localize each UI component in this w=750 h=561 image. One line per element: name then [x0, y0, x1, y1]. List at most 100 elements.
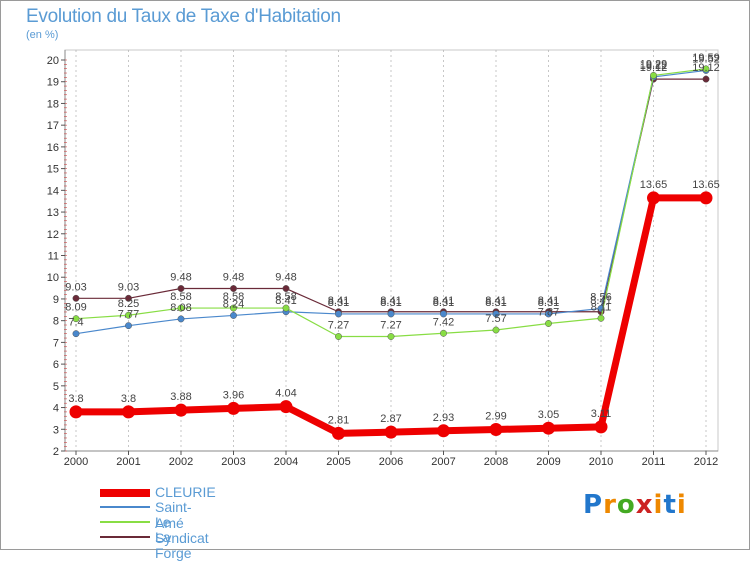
- data-point: [387, 310, 395, 318]
- data-point: [597, 314, 605, 322]
- logo-letter: r: [603, 490, 617, 520]
- y-tick-label: 16: [47, 142, 59, 154]
- y-tick-label: 5: [53, 381, 59, 393]
- legend-swatch: [100, 536, 150, 538]
- data-label: 13.65: [692, 179, 720, 191]
- data-label: 8.31: [433, 297, 454, 309]
- data-point: [177, 304, 185, 312]
- data-point: [440, 329, 447, 337]
- data-point: [282, 304, 290, 312]
- data-point: [702, 75, 710, 83]
- data-point: [387, 333, 395, 340]
- data-label: 2.93: [433, 412, 454, 424]
- data-point: [72, 294, 80, 302]
- x-tick-label: 2006: [379, 456, 403, 468]
- data-point: [492, 310, 500, 318]
- data-label: 8.11: [591, 301, 612, 313]
- data-label: 8.09: [65, 302, 86, 314]
- data-point: [699, 191, 713, 205]
- x-tick-label: 2010: [589, 456, 613, 468]
- y-tick-label: 20: [47, 55, 59, 67]
- data-label: 9.03: [65, 281, 86, 293]
- data-label: 8.31: [485, 297, 506, 309]
- x-tick-label: 2007: [431, 456, 455, 468]
- data-label: 8.56: [590, 292, 611, 304]
- legend-label: CLEURIE: [155, 484, 216, 500]
- x-tick-label: 2001: [116, 456, 140, 468]
- data-label: 4.04: [275, 388, 296, 400]
- x-tick-label: 2008: [484, 456, 508, 468]
- data-label: 8.31: [538, 297, 559, 309]
- legend-label: La Forge: [155, 529, 192, 561]
- y-tick-label: 10: [47, 272, 59, 284]
- data-label: 7.57: [485, 313, 506, 325]
- data-label: 2.87: [380, 413, 401, 425]
- data-label: 8.58: [275, 291, 296, 303]
- data-label: 8.25: [118, 298, 139, 310]
- data-label: 3.11: [591, 408, 612, 420]
- data-label: 8.41: [328, 295, 349, 307]
- legend-swatch: [100, 489, 150, 497]
- data-label: 2.81: [328, 414, 349, 426]
- legend-swatch: [100, 521, 150, 523]
- plot-area: [64, 49, 719, 452]
- data-label: 3.88: [170, 391, 191, 403]
- data-point: [174, 403, 188, 417]
- data-label: 8.41: [538, 295, 559, 307]
- data-point: [122, 405, 135, 419]
- x-tick-label: 2004: [274, 456, 298, 468]
- data-point: [230, 304, 237, 312]
- data-point: [230, 312, 237, 319]
- y-tick-label: 18: [47, 98, 59, 110]
- legend-swatch: [100, 506, 150, 508]
- data-point: [545, 310, 552, 318]
- data-point: [279, 400, 293, 414]
- data-point: [702, 65, 710, 73]
- data-label: 8.41: [590, 295, 611, 307]
- data-label: 7.77: [118, 309, 139, 321]
- data-label: 8.31: [380, 297, 401, 309]
- data-label: 8.24: [223, 298, 244, 310]
- data-point: [227, 401, 240, 415]
- data-label: 8.41: [380, 295, 401, 307]
- data-point: [335, 310, 342, 318]
- data-point: [542, 421, 555, 435]
- logo-letter: x: [635, 490, 654, 520]
- x-tick-label: 2009: [536, 456, 560, 468]
- data-label: 19.52: [692, 53, 720, 65]
- data-label: 8.58: [170, 291, 191, 303]
- data-point: [282, 285, 290, 292]
- data-point: [125, 311, 132, 319]
- data-label: 3.8: [121, 393, 136, 405]
- y-tick-label: 15: [47, 164, 59, 176]
- data-label: 19.12: [640, 62, 668, 74]
- data-label: 19.12: [692, 62, 720, 74]
- y-tick-label: 9: [53, 294, 59, 306]
- y-tick-label: 4: [53, 403, 59, 415]
- data-point: [125, 322, 132, 330]
- data-label: 19.59: [692, 52, 720, 64]
- data-point: [440, 310, 447, 318]
- data-label: 8.41: [433, 295, 454, 307]
- chart-subtitle: (en %): [26, 29, 59, 41]
- data-label: 3.8: [68, 393, 83, 405]
- data-label: 3.96: [223, 389, 244, 401]
- data-point: [69, 405, 83, 419]
- y-tick-label: 3: [53, 424, 59, 436]
- y-tick-label: 14: [47, 185, 59, 197]
- x-tick-label: 2012: [694, 456, 718, 468]
- data-point: [125, 294, 132, 302]
- y-tick-label: 12: [47, 229, 59, 241]
- data-label: 7.4: [68, 317, 83, 329]
- y-tick-label: 19: [47, 77, 59, 89]
- data-label: 8.08: [170, 302, 191, 314]
- y-tick-label: 6: [53, 359, 59, 371]
- y-tick-label: 2: [53, 446, 59, 458]
- data-point: [492, 326, 500, 334]
- x-tick-label: 2003: [221, 456, 245, 468]
- x-tick-label: 2002: [169, 456, 193, 468]
- data-point: [335, 333, 342, 340]
- data-label: 8.41: [485, 295, 506, 307]
- chart-title: Evolution du Taux de Taxe d'Habitation: [26, 6, 341, 27]
